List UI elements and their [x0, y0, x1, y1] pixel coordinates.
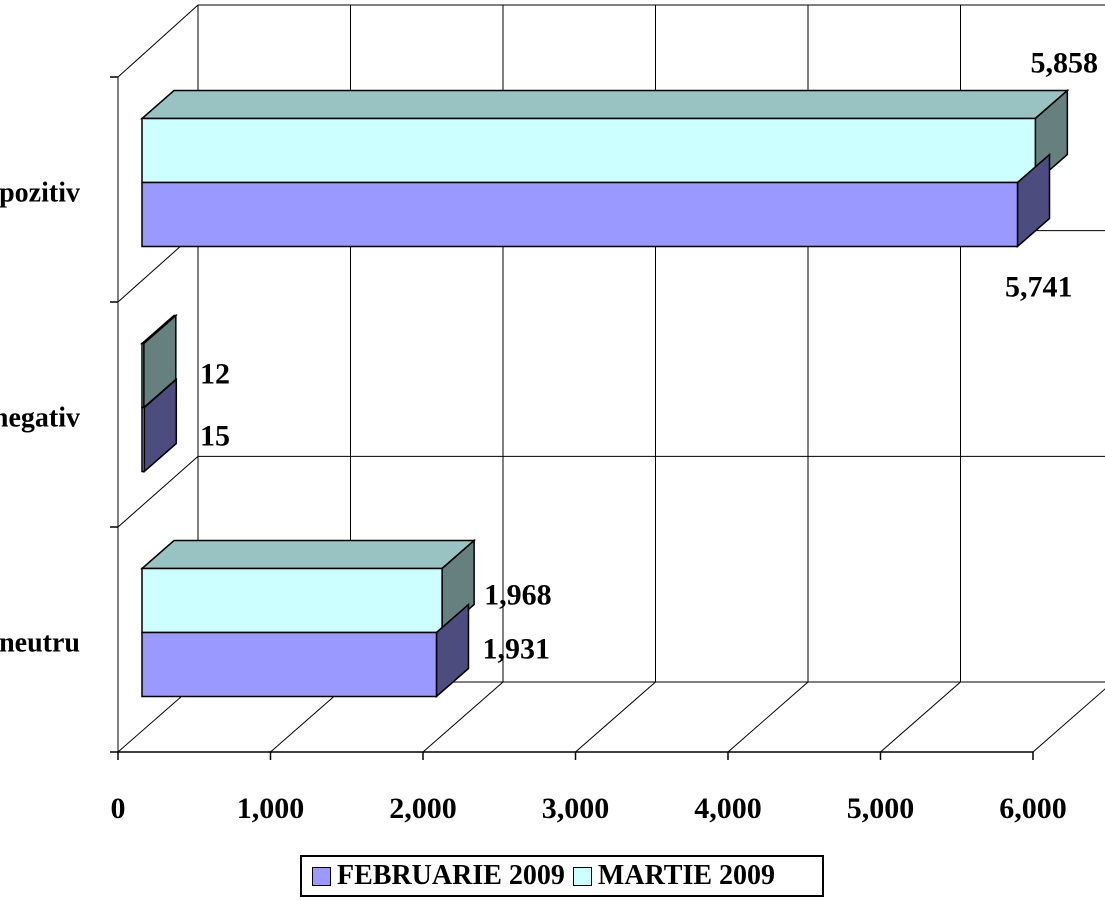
chart-bars: [140, 88, 1070, 699]
gridline-floor: [422, 681, 504, 753]
legend-swatch-series-1: [312, 866, 331, 886]
x-tick-label: 0: [111, 792, 126, 825]
bar-martie-pozitiv: [141, 117, 1037, 184]
gridline-floor: [727, 681, 809, 753]
x-tick-label: 1,000: [237, 792, 305, 825]
legend-label-series-1: FEBRUARIE 2009: [337, 860, 565, 891]
legend-label-series-2: MARTIE 2009: [597, 860, 776, 891]
bar-februarie-negativ: [141, 406, 146, 473]
legend-swatch-series-2: [572, 866, 592, 886]
data-label-martie-neutru: 1,968: [484, 579, 552, 612]
bar-top-martie-neutru: [140, 539, 477, 570]
category-label-negativ: negativ: [0, 403, 80, 434]
data-label-martie-pozitiv: 5,858: [1031, 47, 1099, 80]
data-label-februarie-negativ: 15: [200, 420, 230, 453]
left-wall-top-edge: [117, 4, 199, 78]
gridline-floor: [880, 681, 961, 753]
bar-martie-negativ: [141, 342, 145, 409]
gridline-floor: [1032, 688, 1105, 753]
legend: FEBRUARIE 2009 MARTIE 2009: [300, 855, 824, 897]
data-label-februarie-neutru: 1,931: [482, 633, 550, 666]
category-label-neutru: neutru: [0, 628, 80, 659]
x-tick-label: 3,000: [542, 792, 610, 825]
category-label-pozitiv: pozitiv: [0, 178, 80, 209]
data-label-martie-negativ: 12: [200, 358, 230, 391]
x-tick-label: 5,000: [847, 792, 915, 825]
x-tick-label: 2,000: [389, 792, 457, 825]
x-tick-label: 6,000: [999, 792, 1067, 825]
gridline-floor: [575, 681, 656, 753]
data-label-februarie-pozitiv: 5,741: [1005, 271, 1073, 304]
bar-top-martie-pozitiv: [140, 89, 1070, 120]
chart-labels: 0 1,000 2,000 3,000 4,000 5,000 6,000 pozitiv 5,…: [0, 47, 1098, 826]
bar-februarie-neutru: [141, 631, 438, 698]
bar-martie-neutru: [141, 567, 443, 634]
left-wall-divider: [117, 455, 199, 528]
x-tick-label: 4,000: [694, 792, 762, 825]
legend-item-series-2: MARTIE 2009: [572, 860, 776, 892]
bar-februarie-pozitiv: [141, 181, 1019, 248]
legend-item-series-1: FEBRUARIE 2009: [312, 860, 565, 892]
